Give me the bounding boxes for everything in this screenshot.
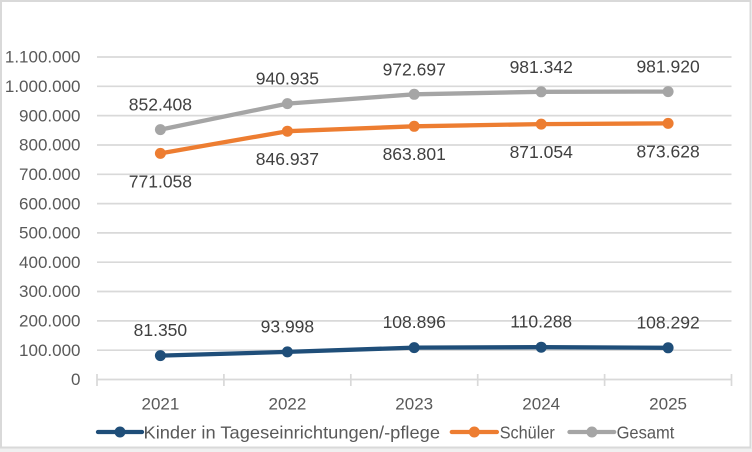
svg-text:81.350: 81.350 (134, 320, 188, 340)
svg-text:400.000: 400.000 (19, 253, 80, 272)
svg-text:2023: 2023 (395, 394, 433, 413)
svg-text:871.054: 871.054 (510, 142, 574, 162)
svg-text:Gesamt: Gesamt (617, 422, 675, 442)
svg-text:110.288: 110.288 (510, 312, 572, 332)
svg-text:300.000: 300.000 (19, 282, 80, 301)
svg-text:1.100.000: 1.100.000 (5, 48, 81, 67)
svg-text:972.697: 972.697 (383, 59, 446, 79)
svg-text:981.920: 981.920 (636, 57, 700, 77)
svg-text:940.935: 940.935 (256, 69, 319, 89)
svg-text:771.058: 771.058 (129, 171, 192, 191)
svg-text:2025: 2025 (649, 394, 687, 413)
svg-text:600.000: 600.000 (19, 194, 80, 213)
svg-text:200.000: 200.000 (19, 312, 80, 331)
svg-text:Kinder in Tageseinrichtungen/-: Kinder in Tageseinrichtungen/-pflege (144, 422, 441, 442)
svg-text:0: 0 (71, 370, 80, 389)
svg-text:852.408: 852.408 (129, 95, 192, 115)
svg-text:108.292: 108.292 (636, 312, 699, 332)
svg-text:108.896: 108.896 (383, 312, 446, 332)
svg-text:846.937: 846.937 (256, 149, 319, 169)
svg-text:500.000: 500.000 (19, 224, 80, 243)
svg-text:900.000: 900.000 (19, 106, 80, 125)
svg-text:100.000: 100.000 (19, 341, 80, 360)
svg-text:93.998: 93.998 (261, 316, 315, 336)
svg-text:863.801: 863.801 (383, 144, 446, 164)
svg-text:700.000: 700.000 (19, 165, 80, 184)
svg-text:2024: 2024 (522, 394, 560, 413)
svg-text:2022: 2022 (268, 394, 306, 413)
svg-text:800.000: 800.000 (19, 136, 80, 155)
svg-text:981.342: 981.342 (510, 57, 573, 77)
svg-text:1.000.000: 1.000.000 (5, 77, 81, 96)
svg-text:873.628: 873.628 (636, 141, 699, 161)
svg-text:Schüler: Schüler (500, 422, 555, 442)
svg-text:2021: 2021 (141, 394, 179, 413)
